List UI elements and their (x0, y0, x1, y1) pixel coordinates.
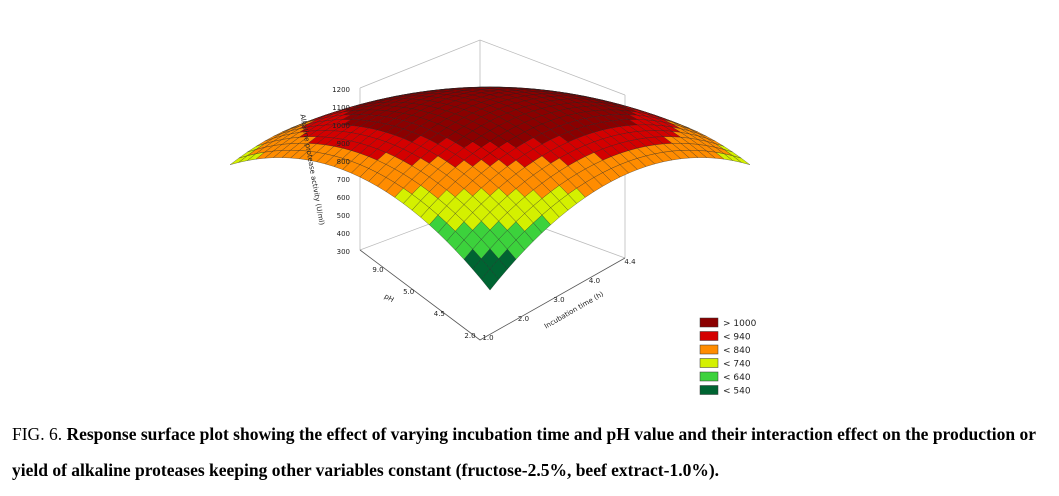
z-tick-label: 800 (337, 158, 350, 166)
legend-swatch (699, 317, 719, 328)
legend-swatch (699, 358, 719, 368)
z-tick-label: 700 (337, 176, 350, 184)
y-tick-label: 3.0 (553, 296, 564, 304)
surface-plot: Alkaline protease activity (U/ml) pH Inc… (229, 39, 757, 397)
caption-label: FIG. 6. (12, 424, 63, 444)
x-tick-label: 4.5 (434, 310, 445, 318)
x-tick-label: 2.0 (464, 332, 475, 340)
surface-cell (481, 268, 499, 291)
legend-label: < 740 (723, 360, 751, 370)
z-tick-label: 1100 (332, 104, 350, 112)
legend-swatch (699, 344, 719, 355)
z-tick-label: 900 (337, 140, 350, 148)
x-axis-title: pH (383, 292, 395, 304)
surface-mesh (229, 86, 751, 291)
z-tick-label: 1000 (332, 122, 350, 130)
x-tick-label: 5.0 (403, 288, 414, 296)
legend-swatch (699, 331, 719, 341)
y-axis-title: Incubation time (h) (543, 290, 605, 331)
z-tick-label: 400 (337, 230, 350, 238)
y-tick-label: 2.0 (518, 315, 529, 323)
legend-label: < 840 (723, 346, 751, 356)
caption-text: Response surface plot showing the effect… (12, 424, 1036, 480)
legend-label: < 540 (723, 387, 751, 397)
y-tick-label: 4.0 (589, 277, 600, 285)
legend-label: > 1000 (723, 319, 757, 329)
caption: FIG. 6. Response surface plot showing th… (12, 416, 1052, 488)
x-tick-label: 9.0 (372, 266, 383, 274)
legend-swatch (699, 371, 719, 382)
z-tick-label: 300 (337, 248, 350, 256)
y-tick-label: 1.0 (482, 334, 493, 342)
legend-label: < 940 (723, 333, 751, 343)
y-tick-label: 4.4 (624, 258, 636, 266)
legend-label: < 640 (723, 373, 751, 383)
z-tick-label: 1200 (332, 86, 350, 94)
z-tick-label: 600 (337, 194, 350, 202)
z-tick-label: 500 (337, 212, 350, 220)
legend-swatch (699, 385, 719, 395)
